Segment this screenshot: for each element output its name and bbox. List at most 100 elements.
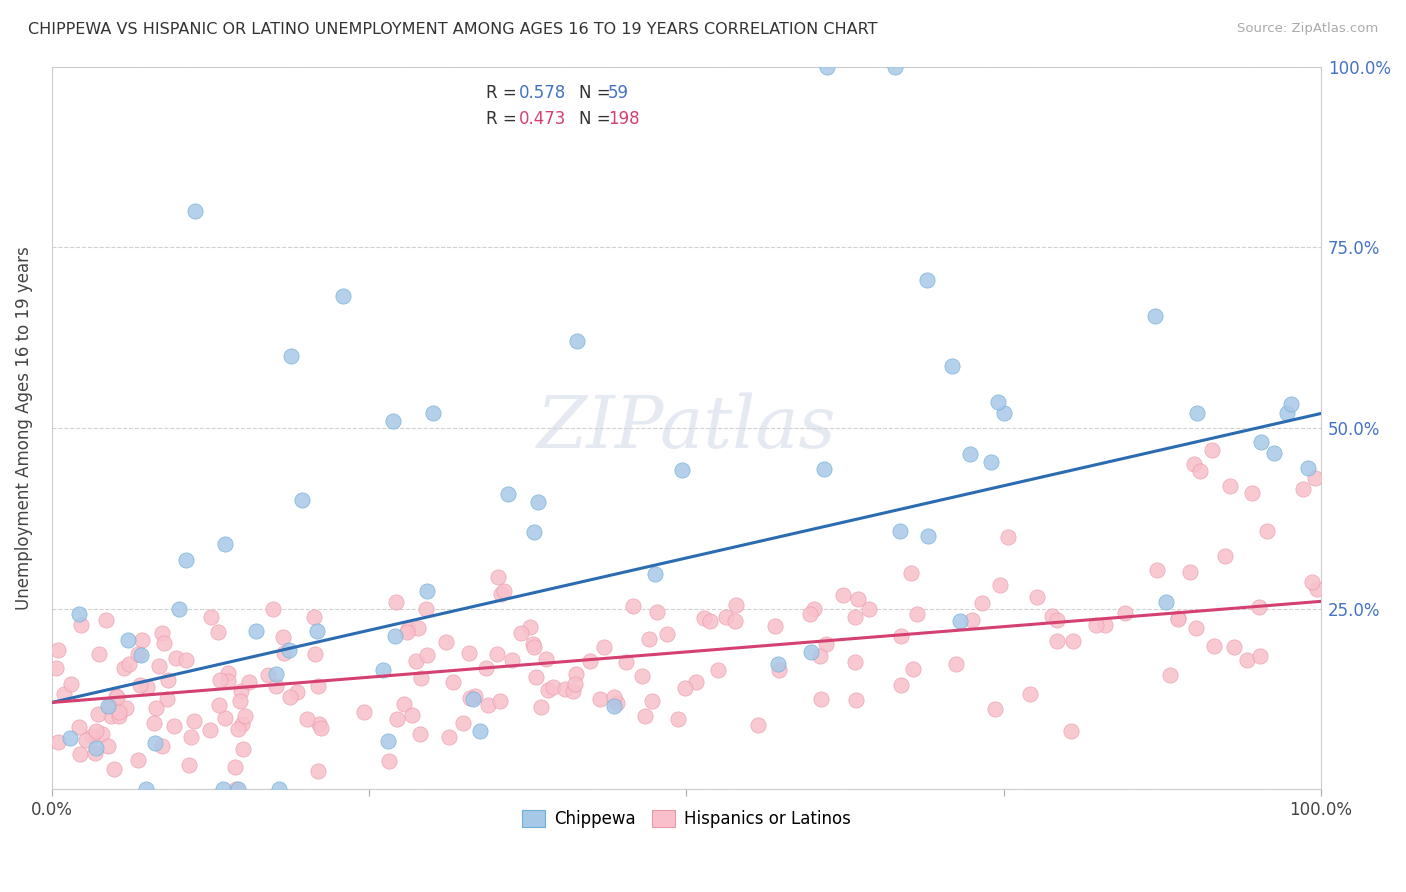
Point	[477, 698, 499, 712]
Point	[129, 648, 152, 662]
Point	[470, 724, 492, 739]
Point	[278, 690, 301, 704]
Point	[1182, 457, 1205, 471]
Text: 59: 59	[607, 85, 628, 103]
Point	[233, 709, 256, 723]
Point	[1159, 668, 1181, 682]
Point	[307, 764, 329, 778]
Point	[890, 678, 912, 692]
Point	[1303, 471, 1326, 485]
Point	[148, 659, 170, 673]
Point	[437, 730, 460, 744]
Point	[135, 680, 157, 694]
Point	[264, 666, 287, 681]
Point	[436, 635, 458, 649]
Point	[993, 407, 1015, 421]
Point	[763, 619, 786, 633]
Point	[214, 536, 236, 550]
Point	[405, 654, 427, 668]
Point	[45, 661, 67, 675]
Point	[302, 610, 325, 624]
Point	[224, 760, 246, 774]
Point	[67, 721, 90, 735]
Point	[46, 643, 69, 657]
Point	[768, 657, 790, 671]
Point	[207, 625, 229, 640]
Point	[699, 615, 721, 629]
Point	[59, 677, 82, 691]
Point	[69, 607, 91, 621]
Point	[724, 614, 747, 628]
Point	[543, 680, 565, 694]
Point	[80, 729, 103, 743]
Point	[1219, 479, 1241, 493]
Point	[1201, 442, 1223, 457]
Point	[409, 671, 432, 685]
Point	[226, 722, 249, 736]
Point	[666, 712, 689, 726]
Point	[1188, 464, 1211, 478]
Point	[256, 668, 278, 682]
Y-axis label: Unemployment Among Ages 16 to 19 years: Unemployment Among Ages 16 to 19 years	[15, 246, 32, 610]
Point	[724, 598, 747, 612]
Point	[304, 647, 326, 661]
Point	[1040, 609, 1063, 624]
Point	[392, 698, 415, 712]
Point	[1045, 633, 1067, 648]
Point	[53, 687, 76, 701]
Point	[84, 740, 107, 755]
Point	[655, 626, 678, 640]
Text: CHIPPEWA VS HISPANIC OR LATINO UNEMPLOYMENT AMONG AGES 16 TO 19 YEARS CORRELATIO: CHIPPEWA VS HISPANIC OR LATINO UNEMPLOYM…	[28, 22, 877, 37]
Point	[890, 629, 912, 643]
Point	[644, 567, 666, 582]
Point	[69, 618, 91, 632]
Point	[1084, 618, 1107, 632]
Point	[810, 692, 832, 706]
Point	[522, 637, 544, 651]
Point	[1184, 621, 1206, 635]
Point	[884, 60, 907, 74]
Point	[988, 578, 1011, 592]
Point	[948, 614, 970, 628]
Point	[603, 698, 626, 713]
Point	[534, 652, 557, 666]
Point	[1144, 309, 1167, 323]
Point	[638, 632, 661, 647]
Point	[377, 734, 399, 748]
Point	[108, 706, 131, 720]
Point	[214, 711, 236, 725]
Point	[1236, 653, 1258, 667]
Point	[156, 691, 179, 706]
Point	[1114, 606, 1136, 620]
Point	[422, 407, 444, 421]
Point	[273, 646, 295, 660]
Point	[1156, 595, 1178, 609]
Point	[87, 706, 110, 721]
Point	[225, 782, 247, 797]
Point	[970, 596, 993, 610]
Point	[980, 454, 1002, 468]
Point	[634, 708, 657, 723]
Point	[1256, 524, 1278, 538]
Point	[84, 724, 107, 739]
Point	[1167, 611, 1189, 625]
Legend: Chippewa, Hispanics or Latinos: Chippewa, Hispanics or Latinos	[516, 804, 858, 835]
Point	[1223, 640, 1246, 654]
Point	[135, 782, 157, 797]
Point	[800, 645, 823, 659]
Point	[889, 524, 911, 539]
Point	[554, 681, 576, 696]
Point	[307, 624, 329, 639]
Point	[75, 732, 97, 747]
Point	[264, 679, 287, 693]
Point	[463, 691, 485, 706]
Point	[143, 716, 166, 731]
Point	[1250, 434, 1272, 449]
Point	[163, 718, 186, 732]
Point	[845, 693, 868, 707]
Point	[285, 685, 308, 699]
Point	[486, 570, 509, 584]
Point	[105, 690, 128, 704]
Point	[145, 701, 167, 715]
Point	[153, 636, 176, 650]
